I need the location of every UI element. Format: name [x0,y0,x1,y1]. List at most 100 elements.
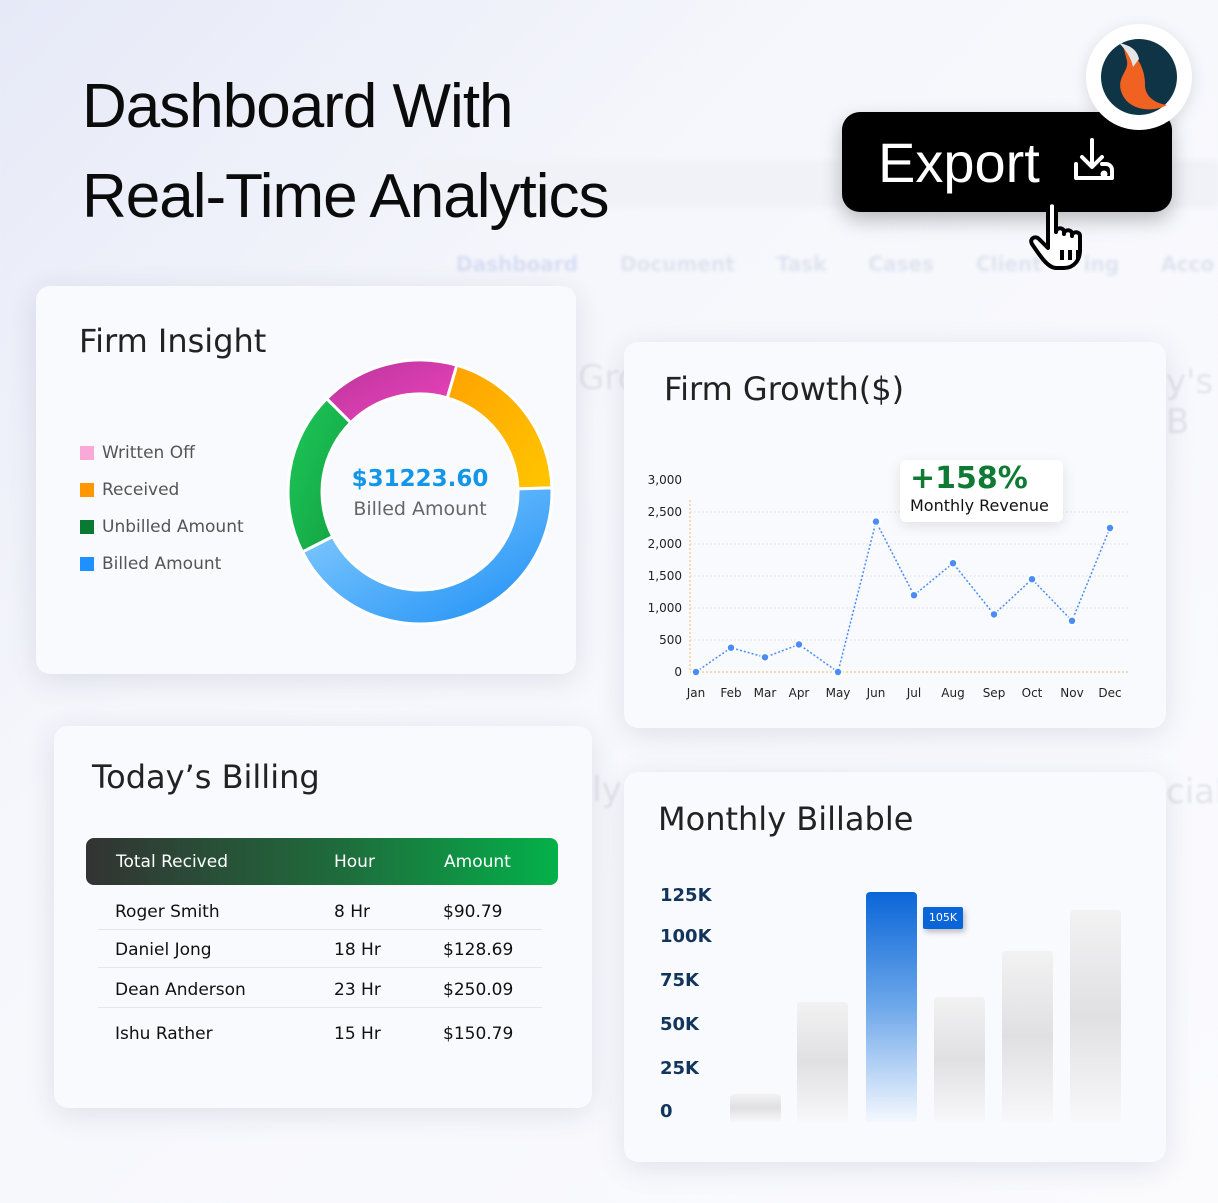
y-tick-label: 1,500 [648,569,682,583]
legend-swatch [80,556,94,571]
y-tick-label: 2,500 [648,505,682,519]
firm-insight-title: Firm Insight [79,322,267,360]
bar [730,1094,781,1122]
legend-item: Written Off [80,434,244,471]
legend-label: Written Off [102,442,195,463]
bar-value-tooltip: 105K [923,907,963,929]
table-cell: Ishu Rather [115,1024,213,1044]
line-series [695,519,1111,674]
donut-slice-unbilled-amount [286,396,353,554]
legend-label: Unbilled Amount [102,516,244,537]
headline: Dashboard With Real-Time Analytics [82,62,610,242]
legend-item: Received [80,471,244,508]
table-cell: 18 Hr [334,940,381,960]
donut-slice-written-off [324,358,459,425]
data-point-may [834,668,842,676]
y-tick-label: 50K [660,1014,699,1035]
bg-nav-item: Acco [1161,252,1215,276]
donut-slice-billed-amount [300,486,554,626]
x-tick-label: Jan [686,686,706,700]
y-tick-label: 1,000 [648,601,682,615]
legend-item: Unbilled Amount [80,508,244,545]
table-cell: $90.79 [443,902,503,922]
table-cell: Daniel Jong [115,940,212,960]
table-cell: $150.79 [443,1024,514,1044]
export-label: Export [878,130,1040,194]
tooltip-value: +158% [910,461,1028,496]
data-point-jul [910,592,918,599]
bg-nav-item: Dashboard [456,252,578,276]
x-tick-label: Sep [983,686,1006,700]
x-tick-label: Nov [1060,686,1083,700]
y-tick-label: 25K [660,1058,699,1079]
x-tick-label: May [826,686,851,700]
x-tick-label: Apr [789,686,810,700]
table-cell: 23 Hr [334,980,381,1000]
bg-ghost-text: ly [592,770,622,810]
bg-nav-item: Cases [868,252,934,276]
headline-line2: Real-Time Analytics [82,162,610,231]
y-tick-label: 0 [660,1101,673,1122]
data-point-sep [990,611,998,618]
table-row: Daniel Jong 18 Hr $128.69 [98,926,542,968]
bar [797,1002,848,1122]
background-nav: Dashboard Document Task Cases Client ing… [456,252,1214,276]
bg-nav-item: Task [776,252,827,276]
legend-swatch [80,519,94,534]
bar [1070,910,1121,1122]
x-tick-label: Dec [1098,686,1121,700]
tooltip-label: Monthly Revenue [910,496,1049,515]
todays-billing-card [54,726,592,1108]
bar [1002,950,1053,1122]
column-header: Hour [334,852,375,872]
data-point-aug [949,560,957,567]
x-tick-label: Jul [906,686,921,700]
bg-ghost-text: cial [1166,772,1218,812]
donut-chart [286,358,554,626]
data-point-jun [872,518,880,525]
x-tick-label: Aug [941,686,964,700]
bg-nav-item: ing [1083,252,1120,276]
legend-label: Received [102,479,180,500]
x-tick-label: Jun [866,686,886,700]
table-row: Dean Anderson 23 Hr $250.09 [98,966,542,1008]
data-point-dec [1106,524,1114,532]
x-tick-label: Feb [720,686,741,700]
bar [866,892,917,1122]
data-point-feb [727,644,735,651]
table-cell: 15 Hr [334,1024,381,1044]
legend-swatch [80,445,94,460]
monthly-billable-title: Monthly Billable [658,800,914,838]
data-point-oct [1028,576,1036,583]
headline-line1: Dashboard With [82,72,514,141]
legend-item: Billed Amount [80,545,244,582]
download-tray-icon [1073,138,1114,180]
y-tick-label: 500 [659,633,682,647]
legend-swatch [80,482,94,497]
y-tick-label: 100K [660,926,712,947]
bar [934,996,985,1122]
y-tick-label: 0 [674,665,682,679]
revenue-tooltip: +158% Monthly Revenue [900,460,1063,522]
firm-growth-title: Firm Growth($) [664,370,905,408]
y-tick-label: 2,000 [648,537,682,551]
legend-label: Billed Amount [102,553,222,574]
y-tick-label: 75K [660,970,699,991]
pointer-hand-icon [1029,200,1082,270]
table-cell: $128.69 [443,940,514,960]
y-tick-label: 3,000 [648,473,682,487]
bg-nav-item: Document [619,252,735,276]
table-cell: Dean Anderson [115,980,246,1000]
data-point-jan [692,668,700,676]
data-point-mar [761,654,769,661]
donut-center-label: Billed Amount [353,498,487,520]
x-tick-label: Mar [754,686,777,700]
data-point-nov [1068,617,1076,624]
export-button[interactable]: Export [842,112,1172,212]
donut-center-value: $31223.60 [351,466,489,492]
y-tick-label: 125K [660,885,712,906]
firm-insight-legend: Written Off Received Unbilled Amount Bil… [80,434,244,582]
brand-logo [1086,24,1192,130]
x-tick-label: Oct [1022,686,1043,700]
column-header: Total Recived [116,852,228,872]
